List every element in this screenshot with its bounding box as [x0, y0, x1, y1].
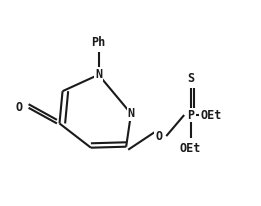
- Text: Ph: Ph: [91, 36, 106, 49]
- Text: N: N: [95, 68, 102, 81]
- Text: N: N: [127, 107, 135, 120]
- Text: O: O: [16, 101, 23, 114]
- Text: O: O: [155, 130, 162, 143]
- Text: OEt: OEt: [201, 109, 222, 122]
- Text: S: S: [187, 73, 194, 85]
- Text: OEt: OEt: [180, 142, 201, 154]
- Text: P: P: [187, 109, 194, 122]
